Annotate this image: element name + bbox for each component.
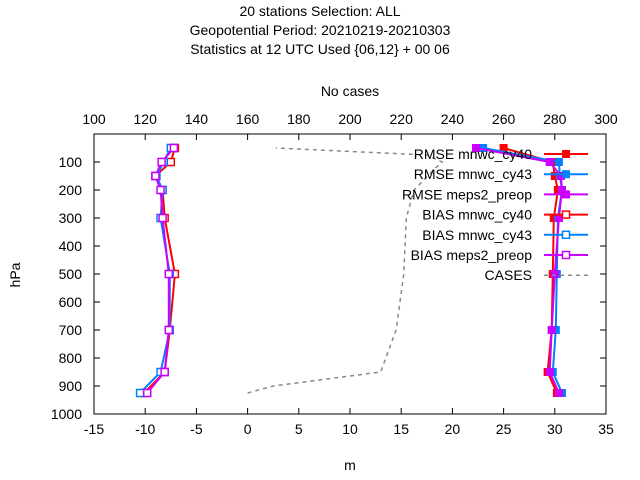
data-point: [545, 368, 554, 376]
legend-item: RMSE mnwc_cy40: [414, 146, 588, 162]
x-tick-label: 30: [547, 421, 563, 437]
data-point: [151, 171, 160, 181]
y-tick-label: 200: [59, 182, 83, 198]
data-point: [169, 143, 179, 153]
legend-item: BIAS meps2_preop: [411, 247, 588, 263]
title-line-2: Geopotential Period: 20210219-20210303: [190, 22, 451, 38]
legend-label: BIAS mnwc_cy40: [422, 207, 532, 223]
x2-tick-label: 180: [287, 111, 311, 127]
x-tick-label: -15: [84, 421, 104, 437]
data-point: [550, 270, 559, 278]
y-tick-label: 600: [59, 294, 83, 310]
legend-marker: [561, 210, 571, 219]
legend-label: RMSE mnwc_cy40: [414, 146, 532, 162]
legend-marker: [561, 250, 571, 260]
legend-marker: [561, 230, 571, 240]
x-tick-label: 10: [342, 421, 358, 437]
series-line: [247, 147, 444, 394]
x2-tick-label: 160: [236, 111, 260, 127]
legend-label: CASES: [485, 267, 532, 283]
legend-item: CASES: [485, 267, 588, 283]
title-line-3: Statistics at 12 UTC Used {06,12} + 00 0…: [190, 41, 450, 57]
x2-tick-label: 200: [338, 111, 362, 127]
x2-tick-label: 280: [543, 111, 567, 127]
y-tick-label: 1000: [51, 406, 82, 422]
y-tick-label: 400: [59, 238, 83, 254]
data-point: [158, 213, 167, 223]
x-axis-label: m: [344, 457, 356, 473]
series-bias-meps2-preop: [142, 143, 179, 398]
axes: -15 -10 -5 0 5 10 15 20 25 30 35 100 120 140 160 180 200…: [51, 111, 618, 437]
legend-marker: [562, 170, 570, 179]
data-point: [547, 326, 556, 334]
data-point: [554, 158, 563, 166]
legend-marker: [562, 190, 570, 199]
data-point: [160, 367, 169, 377]
legend-item: BIAS mnwc_cy40: [422, 207, 588, 223]
x2-tick-label: 120: [134, 111, 158, 127]
series-group: [135, 143, 566, 398]
series-rmse-meps2-preop: [471, 144, 566, 397]
legend: RMSE mnwc_cy40 RMSE mnwc_cy43 RMSE meps2_p…: [402, 146, 588, 283]
x-tick-label: -5: [190, 421, 203, 437]
x2-axis-label: No cases: [321, 83, 379, 99]
y-tick-label: 800: [59, 350, 83, 366]
x2-tick-label: 300: [594, 111, 618, 127]
x-tick-label: 0: [244, 421, 252, 437]
legend-label: RMSE mnwc_cy43: [414, 166, 532, 182]
x-tick-label: 20: [445, 421, 461, 437]
data-point: [157, 157, 166, 167]
data-point: [554, 389, 563, 397]
x-tick-label: 5: [295, 421, 303, 437]
x2-tick-label: 240: [441, 111, 465, 127]
data-point: [471, 144, 480, 152]
x2-tick-label: 220: [390, 111, 414, 127]
x-tick-label: -10: [135, 421, 155, 437]
y-axis-label: hPa: [7, 262, 23, 287]
y-tick-label: 300: [59, 210, 83, 226]
x-tick-label: 25: [496, 421, 512, 437]
y-tick-label: 900: [59, 378, 83, 394]
legend-item: BIAS mnwc_cy43: [422, 227, 588, 243]
series-cases: [247, 147, 444, 394]
legend-item: RMSE meps2_preop: [402, 186, 588, 202]
data-point: [545, 158, 554, 166]
data-point: [142, 388, 152, 398]
data-point: [135, 388, 145, 398]
chart-title: 20 stations Selection: ALL Geopotential …: [190, 3, 451, 57]
y-tick-label: 700: [59, 322, 83, 338]
y-tick-label: 100: [59, 154, 83, 170]
data-point: [156, 185, 165, 195]
x-tick-label: 35: [598, 421, 614, 437]
legend-label: RMSE meps2_preop: [402, 186, 532, 202]
legend-label: BIAS mnwc_cy43: [422, 227, 532, 243]
y-tick-label: 500: [59, 266, 83, 282]
x2-tick-label: 100: [82, 111, 106, 127]
x-tick-label: 15: [393, 421, 409, 437]
legend-label: BIAS meps2_preop: [411, 247, 533, 263]
legend-item: RMSE mnwc_cy43: [414, 166, 588, 182]
data-point: [164, 269, 174, 279]
x2-tick-label: 260: [492, 111, 516, 127]
x2-tick-label: 140: [185, 111, 209, 127]
data-point: [164, 325, 174, 335]
legend-marker: [562, 150, 570, 158]
data-point: [166, 157, 176, 167]
title-line-1: 20 stations Selection: ALL: [239, 3, 400, 19]
